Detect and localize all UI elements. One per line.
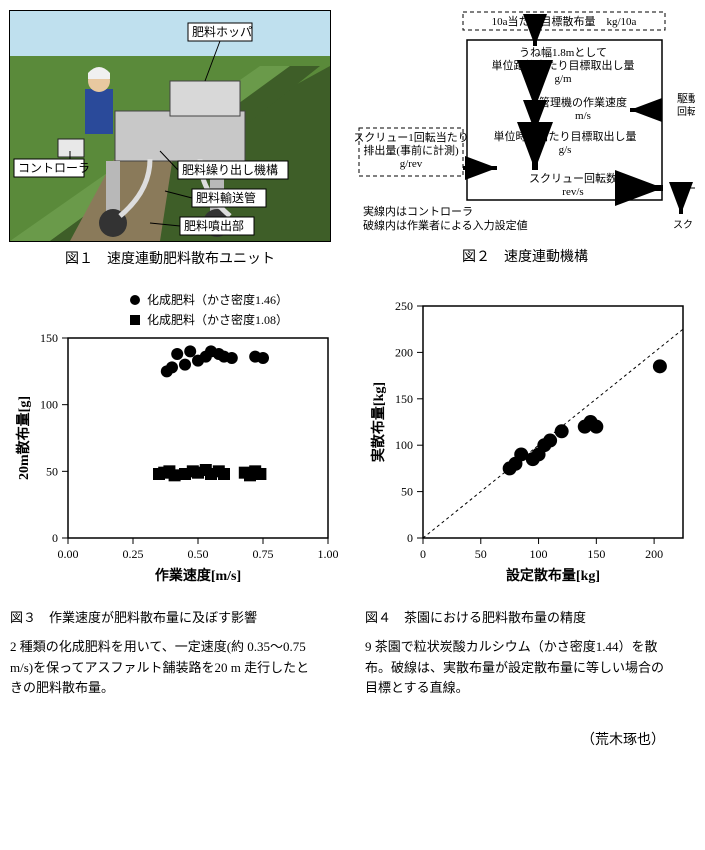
svg-text:150: 150 [40, 331, 58, 345]
svg-text:g/s: g/s [559, 144, 572, 156]
fig1-caption: 図１ 速度連動肥料散布ユニット [65, 248, 275, 268]
svg-text:駆動輪: 駆動輪 [677, 91, 695, 105]
svg-text:0.75: 0.75 [253, 547, 274, 561]
svg-text:設定散布量[kg]: 設定散布量[kg] [506, 567, 600, 584]
fig4-desc: 9 茶園で粒状炭酸カルシウム（かさ密度1.44）を散布。破線は、実散布量が設定散… [365, 637, 665, 699]
svg-text:100: 100 [530, 547, 548, 561]
fig4-chart: 0 50 100 150 200 0 50 100 150 200 250 設定散布量[kg] 実散布量… [365, 288, 695, 588]
figure-3: 0.00 0.25 0.50 0.75 1.00 0 50 100 150 作業速度[m/s] 20… [10, 288, 340, 588]
svg-text:0: 0 [52, 531, 58, 545]
svg-text:20m散布量[g]: 20m散布量[g] [15, 396, 32, 480]
fig1-label-controller: コントローラ [18, 161, 90, 175]
svg-text:管理機の作業速度: 管理機の作業速度 [539, 95, 627, 109]
fig1-label-pipe: 肥料輸送管 [196, 190, 256, 205]
figure-1: 肥料ホッパ コントローラ 肥料繰り出し機構 肥料輸送管 肥料噴出部 図１ 速度連… [10, 10, 330, 268]
svg-text:g/m: g/m [554, 73, 572, 85]
svg-text:50: 50 [401, 485, 413, 499]
svg-text:0.00: 0.00 [58, 547, 79, 561]
svg-text:m/s: m/s [575, 110, 591, 122]
svg-text:rev/s: rev/s [562, 186, 583, 198]
svg-text:250: 250 [395, 299, 413, 313]
svg-text:化成肥料（かさ密度1.08）: 化成肥料（かさ密度1.08） [147, 312, 288, 327]
svg-text:単位時間当たり目標取出し量: 単位時間当たり目標取出し量 [494, 129, 637, 143]
svg-text:排出量(事前に計測): 排出量(事前に計測) [363, 143, 459, 157]
svg-text:0.50: 0.50 [188, 547, 209, 561]
svg-text:スクリュー1回転当たり: スクリュー1回転当たり [355, 130, 469, 144]
svg-text:実散布量[kg]: 実散布量[kg] [370, 382, 387, 462]
svg-text:200: 200 [645, 547, 663, 561]
svg-text:200: 200 [395, 345, 413, 359]
svg-text:スクリュー回転数: スクリュー回転数 [529, 172, 617, 185]
svg-text:100: 100 [40, 398, 58, 412]
svg-text:モータ: モータ [677, 182, 695, 195]
svg-text:実線内はコントローラ: 実線内はコントローラ [363, 204, 473, 218]
svg-text:0: 0 [407, 531, 413, 545]
svg-text:150: 150 [395, 392, 413, 406]
svg-text:うね幅1.8mとして: うね幅1.8mとして [519, 46, 607, 59]
fig3-caption: 図３ 作業速度が肥料散布量に及ぼす影響 [10, 608, 257, 629]
fig1-label-hopper: 肥料ホッパ [192, 25, 252, 39]
svg-text:回転数: 回転数 [677, 105, 695, 118]
svg-text:50: 50 [46, 464, 58, 478]
fig2-caption: 図２ 速度連動機構 [462, 246, 588, 266]
fig1-photo: 肥料ホッパ コントローラ 肥料繰り出し機構 肥料輸送管 肥料噴出部 [9, 10, 331, 242]
figure-2: 10a当たり目標散布量 kg/10a うね幅1.8mとして 単位距離当たり目標取… [355, 10, 695, 268]
svg-text:破線内は作業者による入力設定値: 破線内は作業者による入力設定値 [363, 218, 528, 232]
svg-text:g/rev: g/rev [400, 158, 423, 170]
row-descriptions: 図３ 作業速度が肥料散布量に及ぼす影響 2 種類の化成肥料を用いて、一定速度(約… [10, 608, 695, 699]
svg-text:0: 0 [420, 547, 426, 561]
fig2-input-top: 10a当たり目標散布量 kg/10a [492, 14, 637, 28]
svg-text:0.25: 0.25 [123, 547, 144, 561]
svg-text:150: 150 [587, 547, 605, 561]
svg-text:スクリュー: スクリュー [673, 219, 695, 231]
svg-text:50: 50 [475, 547, 487, 561]
fig3-chart: 0.00 0.25 0.50 0.75 1.00 0 50 100 150 作業速度[m/s] 20… [10, 288, 340, 588]
fig1-label-feeder: 肥料繰り出し機構 [182, 162, 278, 177]
fig2-diagram: 10a当たり目標散布量 kg/10a うね幅1.8mとして 単位距離当たり目標取… [355, 10, 695, 240]
svg-text:単位距離当たり目標取出し量: 単位距離当たり目標取出し量 [492, 58, 635, 72]
svg-text:化成肥料（かさ密度1.46）: 化成肥料（かさ密度1.46） [147, 292, 288, 307]
fig4-caption: 図４ 茶園における肥料散布量の精度 [365, 608, 586, 629]
figure-4: 0 50 100 150 200 0 50 100 150 200 250 設定散布量[kg] 実散布量… [365, 288, 695, 588]
svg-text:作業速度[m/s]: 作業速度[m/s] [155, 567, 241, 584]
svg-text:1.00: 1.00 [318, 547, 339, 561]
fig3-desc: 2 種類の化成肥料を用いて、一定速度(約 0.35～0.75 m/s)を保ってア… [10, 637, 310, 699]
row-figures-3-4: 0.00 0.25 0.50 0.75 1.00 0 50 100 150 作業速度[m/s] 20… [10, 288, 695, 588]
fig1-label-nozzle: 肥料噴出部 [184, 218, 244, 233]
row-figures-1-2: 肥料ホッパ コントローラ 肥料繰り出し機構 肥料輸送管 肥料噴出部 図１ 速度連… [10, 10, 695, 268]
svg-text:100: 100 [395, 438, 413, 452]
author: （荒木琢也） [10, 729, 695, 749]
